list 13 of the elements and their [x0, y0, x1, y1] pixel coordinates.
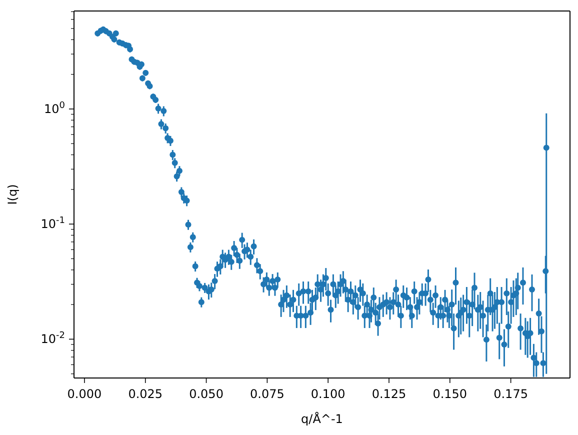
- x-axis-title: q/Å^-1: [301, 411, 343, 426]
- y-tick-label: 10$^{0}$: [44, 100, 66, 116]
- x-tick-label: 0.150: [432, 387, 468, 401]
- x-tick-label: 0.175: [494, 387, 528, 401]
- y-tick-label: 10$^{-2}$: [40, 331, 65, 346]
- y-tick-label: 10$^{-1}$: [40, 216, 65, 232]
- x-tick-label: 0.050: [189, 387, 224, 401]
- x-tick-label: 0.000: [67, 387, 102, 401]
- x-tick-label: 0.125: [372, 387, 406, 401]
- x-tick-label: 0.100: [310, 387, 346, 401]
- y-axis-title: I(q): [5, 184, 20, 205]
- x-tick-label: 0.075: [250, 387, 284, 401]
- x-tick-label: 0.025: [128, 387, 163, 401]
